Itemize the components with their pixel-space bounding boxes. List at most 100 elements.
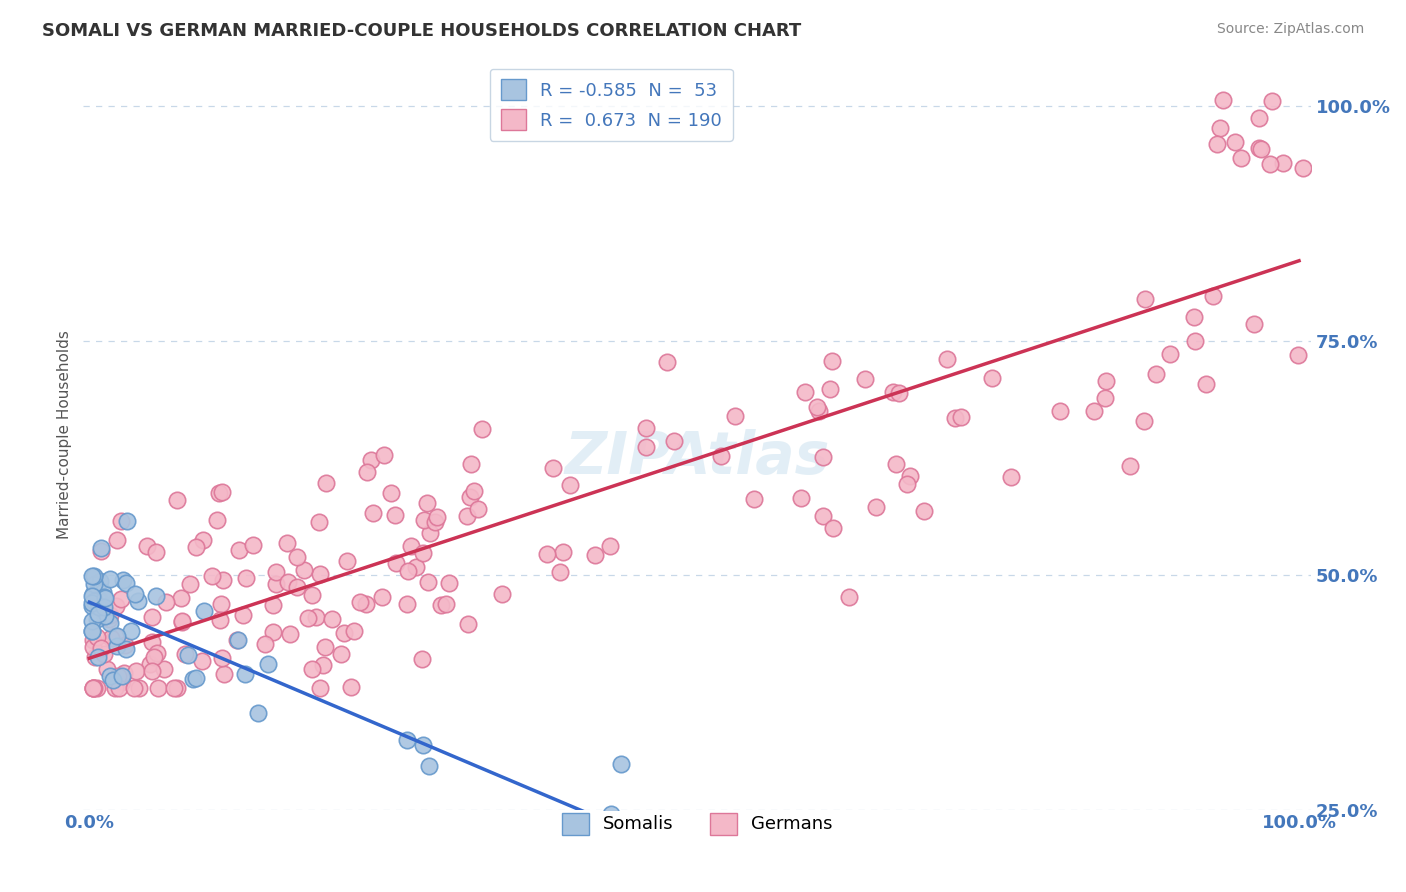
Point [1261, 94, 1284, 108]
Point [82, 681, 104, 695]
Point [794, 384, 817, 399]
Point [1243, 317, 1265, 331]
Point [609, 756, 631, 771]
Point [426, 510, 449, 524]
Point [1049, 404, 1071, 418]
Point [558, 477, 581, 491]
Point [419, 526, 441, 541]
Point [1194, 376, 1216, 391]
Point [416, 574, 439, 589]
Point [467, 502, 489, 516]
Point [136, 539, 159, 553]
Point [1144, 367, 1167, 381]
Point [111, 573, 134, 587]
Point [80, 624, 103, 639]
Point [201, 569, 224, 583]
Point [418, 759, 440, 773]
Point [80, 624, 103, 638]
Point [818, 382, 841, 396]
Point [634, 420, 657, 434]
Point [1000, 470, 1022, 484]
Point [312, 657, 335, 672]
Point [166, 493, 188, 508]
Point [184, 541, 207, 555]
Point [208, 613, 231, 627]
Point [896, 476, 918, 491]
Point [1133, 414, 1156, 428]
Point [811, 508, 834, 523]
Point [309, 681, 332, 695]
Point [155, 594, 177, 608]
Point [634, 440, 657, 454]
Point [232, 607, 254, 622]
Point [456, 508, 478, 523]
Point [949, 409, 972, 424]
Point [336, 554, 359, 568]
Point [208, 486, 231, 500]
Point [89, 641, 111, 656]
Point [111, 669, 134, 683]
Point [806, 400, 828, 414]
Point [898, 469, 921, 483]
Point [401, 539, 423, 553]
Point [80, 599, 103, 613]
Point [115, 576, 138, 591]
Point [98, 615, 121, 630]
Point [411, 652, 433, 666]
Point [82, 633, 104, 648]
Point [191, 533, 214, 548]
Point [211, 484, 233, 499]
Point [141, 665, 163, 679]
Point [315, 476, 337, 491]
Point [114, 638, 136, 652]
Point [207, 513, 229, 527]
Point [1094, 391, 1116, 405]
Point [181, 672, 204, 686]
Point [82, 681, 104, 695]
Point [912, 504, 935, 518]
Point [292, 564, 315, 578]
Point [226, 633, 249, 648]
Point [1250, 142, 1272, 156]
Point [228, 543, 250, 558]
Point [662, 434, 685, 448]
Point [412, 546, 434, 560]
Point [1083, 403, 1105, 417]
Point [434, 598, 457, 612]
Point [100, 572, 122, 586]
Point [412, 738, 434, 752]
Point [808, 404, 831, 418]
Point [82, 640, 104, 654]
Point [583, 549, 606, 563]
Point [887, 385, 910, 400]
Point [174, 647, 197, 661]
Point [97, 612, 120, 626]
Point [1249, 141, 1271, 155]
Point [166, 681, 188, 695]
Point [943, 411, 966, 425]
Point [84, 649, 107, 664]
Point [384, 508, 406, 523]
Point [104, 599, 127, 614]
Point [143, 649, 166, 664]
Point [170, 615, 193, 629]
Point [1159, 347, 1181, 361]
Point [600, 806, 623, 821]
Point [115, 514, 138, 528]
Point [301, 662, 323, 676]
Point [80, 589, 103, 603]
Point [396, 733, 419, 747]
Point [1206, 136, 1229, 151]
Point [141, 610, 163, 624]
Point [124, 665, 146, 679]
Point [1119, 459, 1142, 474]
Point [124, 587, 146, 601]
Point [1249, 112, 1271, 126]
Point [437, 575, 460, 590]
Point [285, 580, 308, 594]
Point [120, 624, 142, 639]
Point [297, 610, 319, 624]
Point [1212, 93, 1234, 107]
Point [87, 607, 110, 621]
Point [396, 564, 419, 578]
